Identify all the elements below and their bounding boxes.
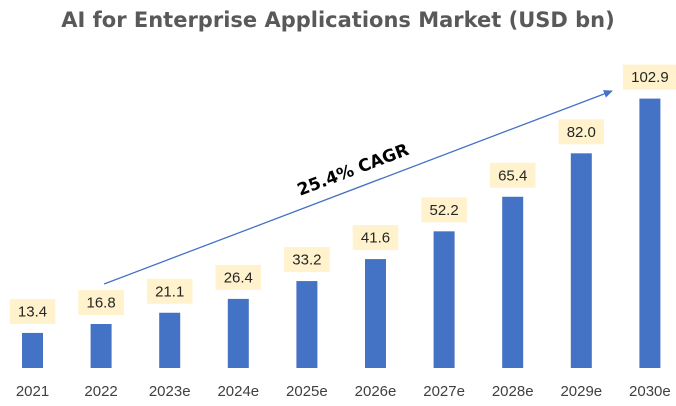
x-tick-2023e: 2023e bbox=[149, 383, 191, 400]
x-tick-2025e: 2025e bbox=[286, 383, 328, 400]
data-label-2028e: 65.4 bbox=[498, 167, 527, 184]
bar-2027e bbox=[433, 231, 455, 368]
bar-2028e bbox=[502, 196, 524, 368]
data-label-bg-2024e bbox=[215, 264, 262, 290]
data-label-2029e: 82.0 bbox=[567, 124, 596, 141]
bar-2025e bbox=[296, 281, 318, 368]
bar-2023e bbox=[159, 312, 181, 368]
data-label-2022: 16.8 bbox=[86, 295, 115, 312]
data-label-2027e: 52.2 bbox=[429, 202, 458, 219]
cagr-arrow bbox=[103, 90, 613, 285]
x-tick-2026e: 2026e bbox=[355, 383, 397, 400]
bar-2026e bbox=[365, 259, 386, 368]
data-label-bg-2021 bbox=[9, 298, 56, 324]
x-axis-ticks: 2021 2022 2023e 2024e 2025e 2026e 2027e 2028e 20… bbox=[16, 383, 671, 400]
x-tick-2030e: 2030e bbox=[629, 383, 671, 400]
data-label-2026e: 41.6 bbox=[361, 230, 390, 247]
x-tick-2024e: 2024e bbox=[217, 383, 259, 400]
bar-2030e bbox=[639, 98, 661, 369]
data-label-2025e: 33.2 bbox=[292, 252, 321, 269]
bar-2029e bbox=[570, 153, 592, 368]
cagr-annotation: 25.4% CAGR bbox=[103, 90, 613, 285]
data-label-2023e: 21.1 bbox=[155, 283, 184, 300]
data-label-bg-2030e bbox=[622, 64, 676, 90]
data-label-bg-2029e bbox=[558, 119, 605, 145]
data-label-bg-2023e bbox=[146, 278, 193, 304]
x-tick-2027e: 2027e bbox=[423, 383, 465, 400]
data-label-2030e: 102.9 bbox=[631, 69, 669, 86]
data-labels-group: 13.4 16.8 21.1 26.4 33.2 41.6 52.2 65.4 82.0 102.… bbox=[9, 64, 676, 324]
bar-2024e bbox=[227, 298, 249, 368]
x-tick-2022: 2022 bbox=[84, 383, 117, 400]
x-tick-2028e: 2028e bbox=[492, 383, 534, 400]
x-tick-2021: 2021 bbox=[16, 383, 49, 400]
data-label-bg-2028e bbox=[489, 162, 536, 188]
data-label-bg-2026e bbox=[352, 225, 399, 251]
cagr-label: 25.4% CAGR bbox=[295, 140, 412, 200]
x-tick-2029e: 2029e bbox=[560, 383, 602, 400]
bar-2022 bbox=[90, 324, 112, 368]
bar-2021 bbox=[22, 332, 43, 368]
data-label-bg-2025e bbox=[284, 247, 330, 273]
data-label-bg-2027e bbox=[421, 197, 467, 223]
data-label-2021: 13.4 bbox=[18, 303, 47, 320]
bars-group bbox=[22, 98, 661, 369]
data-label-bg-2022 bbox=[78, 290, 124, 316]
data-label-2024e: 26.4 bbox=[224, 269, 253, 286]
chart-title: AI for Enterprise Applications Market (U… bbox=[61, 8, 614, 32]
